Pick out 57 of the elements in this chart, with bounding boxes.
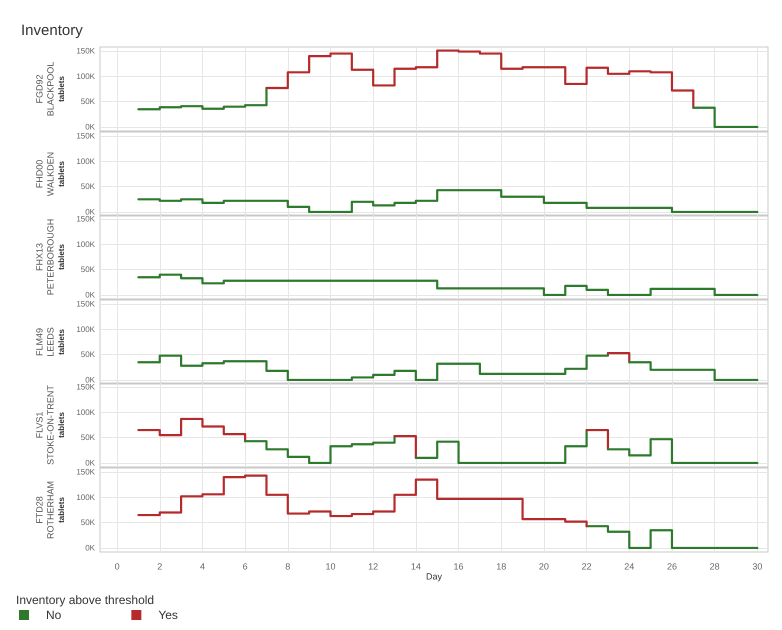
- x-tick-label: 26: [666, 562, 677, 572]
- y-axis-title: tablets: [56, 328, 66, 355]
- x-tick-label: 4: [200, 562, 205, 572]
- x-tick-label: 8: [285, 562, 290, 572]
- y-tick-label: 100K: [76, 240, 96, 249]
- y-tick-label: 0K: [85, 290, 96, 300]
- text: FGD92 BLACKPOOL: [34, 62, 56, 116]
- text: FLM49 LEEDS: [34, 327, 56, 357]
- y-tick-label: 50K: [80, 265, 96, 274]
- y-tick-label: 150K: [76, 300, 96, 309]
- y-axis-title: tablets: [56, 160, 66, 187]
- chart-title: Inventory: [21, 22, 84, 39]
- y-tick-label: 100K: [76, 324, 96, 334]
- y-axis-title: tablets: [56, 244, 66, 270]
- y-tick-label: 150K: [76, 468, 96, 477]
- legend-label: Yes: [158, 608, 178, 622]
- y-tick-label: 150K: [76, 382, 96, 392]
- y-tick-label: 0K: [85, 458, 96, 468]
- x-tick-label: 10: [325, 562, 336, 572]
- x-tick-label: 6: [242, 562, 248, 572]
- y-tick-label: 50K: [80, 518, 96, 528]
- y-tick-label: 50K: [80, 433, 96, 442]
- y-axis-title: tablets: [56, 76, 66, 102]
- x-tick-label: 22: [582, 562, 592, 572]
- y-tick-label: 100K: [76, 156, 96, 166]
- x-axis-title: Day: [426, 572, 442, 582]
- x-tick-label: 30: [752, 562, 762, 572]
- legend-title: Inventory above threshold: [16, 593, 154, 607]
- y-tick-label: 0K: [85, 375, 96, 384]
- y-axis-title: tablets: [56, 496, 66, 523]
- text: FTD28 ROTHERHAM: [34, 481, 56, 539]
- x-tick-label: 16: [454, 562, 464, 572]
- x-tick-label: 12: [368, 562, 378, 572]
- text: FLVS1 STOKE-ON-TRENT: [34, 384, 56, 465]
- y-tick-label: 50K: [80, 182, 96, 192]
- x-tick-label: 14: [410, 562, 421, 572]
- x-tick-label: 2: [157, 562, 162, 572]
- x-tick-label: 0: [114, 562, 120, 572]
- x-tick-label: 28: [710, 562, 720, 572]
- y-tick-label: 150K: [76, 132, 96, 141]
- y-axis-title: tablets: [56, 412, 66, 438]
- text: FHX13 PETERBOROUGH: [34, 218, 56, 296]
- y-tick-label: 150K: [76, 46, 96, 56]
- x-tick-label: 24: [624, 562, 634, 572]
- y-tick-label: 100K: [76, 408, 96, 417]
- y-tick-label: 150K: [76, 214, 96, 224]
- y-tick-label: 0K: [85, 207, 96, 216]
- y-tick-label: 0K: [85, 122, 96, 132]
- text: FHD00 WALKDEN: [34, 152, 56, 196]
- x-tick-label: 20: [538, 562, 549, 572]
- y-tick-label: 0K: [85, 543, 96, 552]
- legend-label: No: [46, 608, 62, 622]
- y-tick-label: 50K: [80, 350, 96, 360]
- x-tick-label: 18: [496, 562, 506, 572]
- y-tick-label: 50K: [80, 97, 96, 106]
- y-tick-label: 100K: [76, 492, 96, 502]
- y-tick-label: 100K: [76, 72, 96, 81]
